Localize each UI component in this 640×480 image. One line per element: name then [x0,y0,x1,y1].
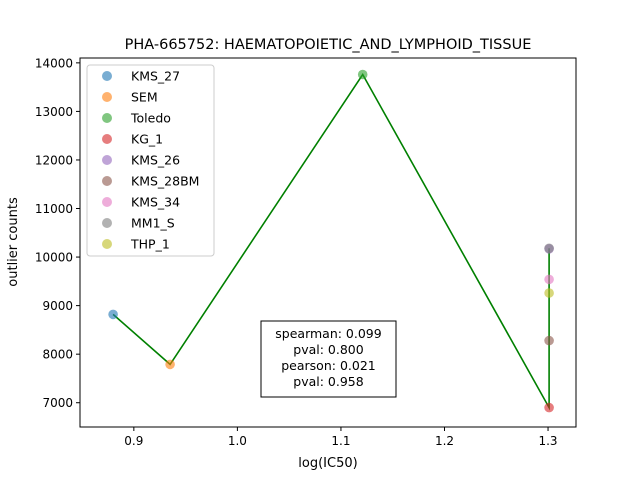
legend-marker [102,155,112,165]
y-tick-label: 9000 [42,299,73,313]
stats-frame [260,320,397,398]
legend-label: KMS_27 [131,69,180,84]
x-tick-label: 1.0 [228,434,247,448]
y-tick-label: 11000 [35,202,73,216]
y-tick-label: 12000 [35,153,73,167]
points-group [108,69,554,413]
legend-label: KMS_28BM [131,174,199,189]
y-axis: 7000 8000 9000 10000 11000 12000 13000 14000 [35,56,80,410]
y-tick-label: 13000 [35,105,73,119]
legend-marker [102,218,112,228]
y-tick-label: 10000 [35,251,73,265]
legend-label: Toledo [130,111,171,126]
stats-line: pval: 0.958 [293,374,363,389]
x-tick-label: 1.1 [331,434,350,448]
chart-title: PHA-665752: HAEMATOPOIETIC_AND_LYMPHOID_… [125,37,532,53]
point-mm1-s [544,243,554,254]
point-sem [165,359,175,370]
point-toledo [357,69,368,80]
legend-marker [102,92,112,102]
legend-label: THP_1 [130,237,170,252]
plot-frame [79,57,577,428]
point-kg-1 [544,402,554,413]
y-tick-label: 8000 [42,348,73,362]
legend-frame [86,64,215,257]
point-kms-34 [544,274,554,285]
x-axis-title: log(IC50) [298,456,357,471]
legend-marker [102,113,112,123]
legend-marker [102,197,112,207]
legend: KMS_27 SEM Toledo KG_1 KMS_26 KMS_28BM KMS_34 M… [86,64,215,257]
point-kms-28bm [544,335,554,346]
stats-line: pval: 0.800 [293,342,363,357]
legend-marker [102,71,112,81]
legend-marker [102,134,112,144]
x-tick-label: 1.2 [435,434,454,448]
legend-label: KMS_26 [131,153,180,168]
x-axis: 0.9 1.0 1.1 1.2 1.3 [124,427,558,448]
y-tick-label: 14000 [35,56,73,70]
stats-line: pearson: 0.021 [281,358,375,373]
x-tick-label: 0.9 [124,434,143,448]
legend-marker [102,239,112,249]
point-kms-27 [108,309,118,320]
point-thp-1 [544,288,554,298]
x-tick-label: 1.3 [538,434,557,448]
legend-label: KG_1 [131,132,163,147]
legend-label: MM1_S [131,216,175,231]
y-axis-title: outlier counts [6,197,21,287]
legend-label: SEM [131,90,158,105]
legend-marker [102,176,112,186]
y-tick-label: 7000 [42,396,73,410]
legend-label: KMS_34 [131,195,180,210]
stats-line: spearman: 0.099 [275,326,381,341]
